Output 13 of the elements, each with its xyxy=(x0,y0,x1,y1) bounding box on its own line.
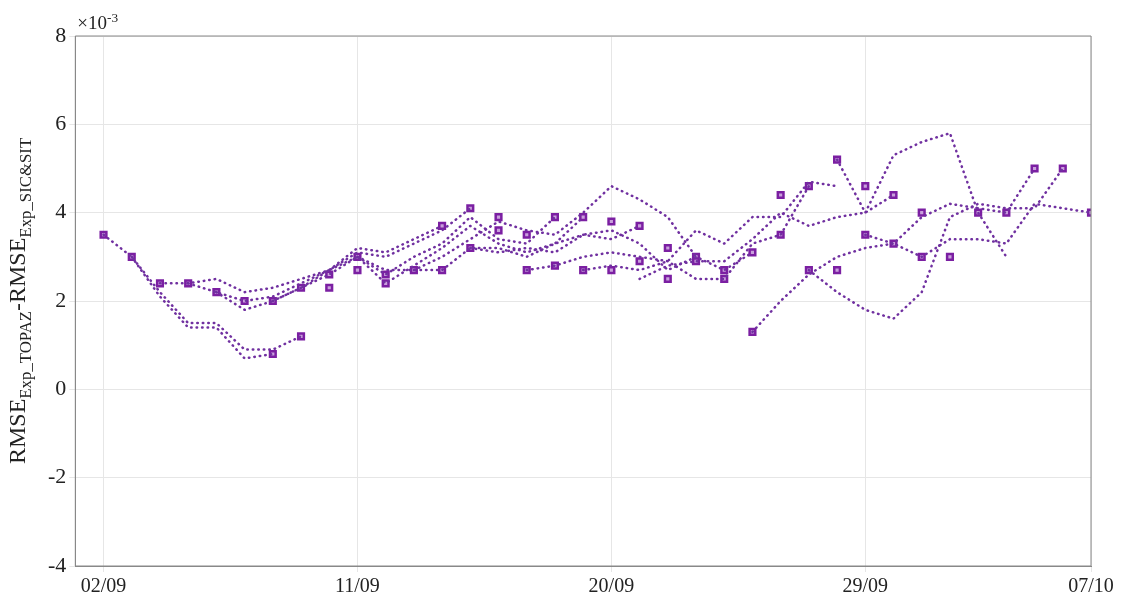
y-tick-label: 4 xyxy=(55,198,67,224)
y-tick-label: -2 xyxy=(48,463,67,489)
x-tick-label: 20/09 xyxy=(588,574,635,597)
y-tick-label: -4 xyxy=(48,551,67,577)
x-tick-label: 02/09 xyxy=(80,574,127,597)
y-tick-label: 6 xyxy=(55,110,67,136)
y-tick-label: 0 xyxy=(55,375,67,401)
x-tick-label: 29/09 xyxy=(842,574,889,597)
text: ×10$^{-3}$ xyxy=(77,10,119,35)
x-tick-label: 11/09 xyxy=(335,574,380,597)
x-tick-label: 07/10 xyxy=(1068,574,1114,597)
y-tick-label: 2 xyxy=(55,286,67,312)
y-tick-label: 8 xyxy=(55,21,67,47)
